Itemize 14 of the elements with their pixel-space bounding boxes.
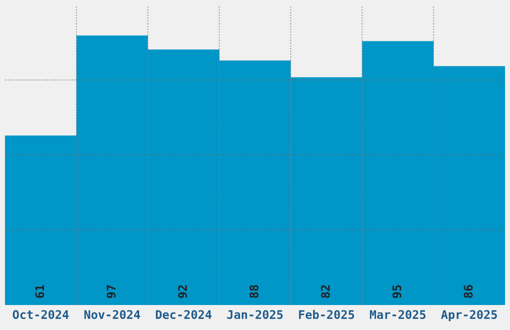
x-tick-label: Feb-2025: [299, 310, 354, 319]
data-label: 61: [35, 284, 44, 298]
x-tick-label: Jan-2025: [227, 310, 283, 319]
data-label: 82: [320, 285, 330, 298]
data-label: 97: [106, 285, 116, 298]
x-tick-label: Nov-2024: [84, 310, 140, 319]
x-tick-label: Mar-2025: [370, 310, 426, 319]
x-tick-label: Apr-2025: [441, 310, 497, 322]
x-tick-label: Dec-2024: [156, 310, 212, 319]
data-label: 92: [178, 285, 188, 298]
data-label: 88: [249, 285, 258, 298]
x-tick-label: Oct-2024: [12, 310, 69, 319]
data-label: 86: [464, 285, 473, 298]
data-label: 95: [392, 285, 402, 298]
